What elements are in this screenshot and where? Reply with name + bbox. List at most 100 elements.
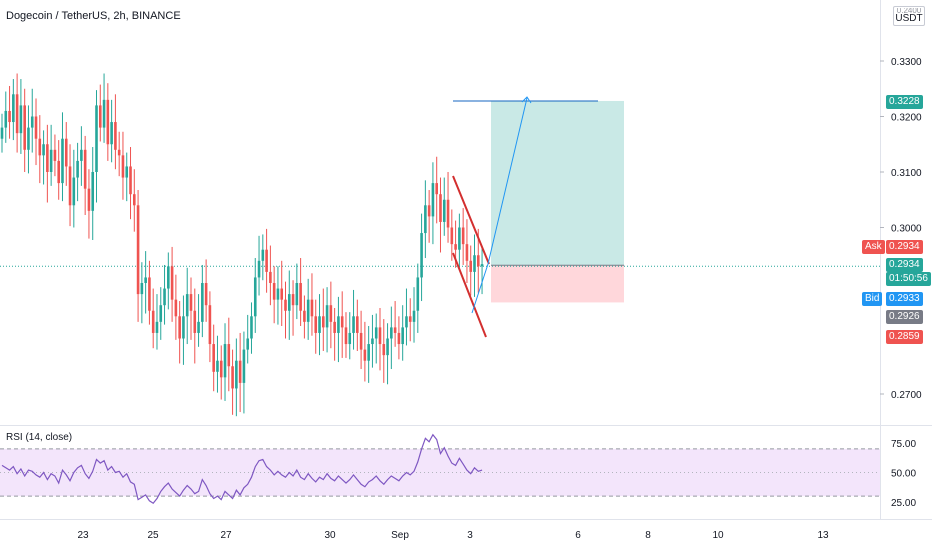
candle-body xyxy=(393,327,397,333)
candle-body xyxy=(469,260,473,272)
candle-body xyxy=(83,149,87,189)
rsi-label: RSI (14, close) xyxy=(6,432,73,443)
bar-countdown: 01:50:56 xyxy=(886,272,931,286)
candle-body xyxy=(15,94,19,134)
candle-body xyxy=(322,316,325,328)
candle-body xyxy=(382,344,386,356)
candle-body xyxy=(133,194,136,206)
candle-body xyxy=(303,310,306,322)
candle-body xyxy=(114,122,117,150)
candle-body xyxy=(333,321,336,333)
time-tick-label: 13 xyxy=(817,530,829,541)
candle-body xyxy=(170,266,174,300)
candle-body xyxy=(19,105,23,134)
candle-body xyxy=(189,294,193,311)
candle-body xyxy=(442,199,446,222)
candle-body xyxy=(344,327,348,345)
candle-body xyxy=(136,205,140,295)
candle-body xyxy=(23,105,26,150)
candle-body xyxy=(12,94,15,123)
time-tick-label: 30 xyxy=(324,530,336,541)
candle-body xyxy=(253,277,257,317)
candle-body xyxy=(250,316,253,339)
candle-body xyxy=(242,349,246,383)
currency-label: USDT xyxy=(895,13,923,24)
candle-body xyxy=(231,366,234,389)
candle-body xyxy=(480,264,484,267)
candle-body xyxy=(238,360,242,383)
candle-body xyxy=(465,244,469,261)
candle-body xyxy=(337,316,340,333)
currency-selector[interactable]: 0.2400 USDT xyxy=(893,6,925,26)
candle-body xyxy=(34,116,38,139)
candle-body xyxy=(163,288,166,306)
candle-body xyxy=(435,183,438,195)
candle-body xyxy=(352,316,355,333)
time-tick-label: 6 xyxy=(575,530,581,541)
candle-body xyxy=(155,321,159,333)
candle-body xyxy=(117,149,121,156)
price-tick-label: 0.3100 xyxy=(891,168,922,179)
candle-body xyxy=(287,294,291,311)
candle-body xyxy=(390,327,393,339)
candle-body xyxy=(53,149,57,161)
candle-body xyxy=(129,166,132,195)
candle-body xyxy=(72,177,76,206)
candle-body xyxy=(378,327,382,345)
candle-body xyxy=(91,172,95,211)
wedge-upper-line xyxy=(452,175,490,265)
candle-body xyxy=(42,144,45,156)
candle-body xyxy=(272,283,276,300)
candle-body xyxy=(359,332,363,350)
candle-body xyxy=(201,283,204,322)
candle-body xyxy=(148,277,151,311)
candle-body xyxy=(87,188,91,211)
stop-price-tag: 0.2859 xyxy=(886,330,923,344)
candle-body xyxy=(386,338,389,356)
candle-body xyxy=(30,116,34,128)
candle-body xyxy=(8,110,11,123)
candle-body xyxy=(476,255,480,267)
candle-body xyxy=(314,316,318,333)
candle-body xyxy=(68,166,72,206)
candle-body xyxy=(159,305,163,322)
candle-body xyxy=(216,360,219,372)
candle-body xyxy=(182,316,185,339)
candle-body xyxy=(151,310,155,333)
target-zone xyxy=(491,100,624,266)
candle-body xyxy=(310,299,314,317)
candle-body xyxy=(0,127,4,139)
candle-body xyxy=(454,244,457,250)
candle-body xyxy=(424,205,427,234)
time-tick-label: 25 xyxy=(147,530,159,541)
candle-body xyxy=(431,183,435,217)
rsi-line xyxy=(1,433,483,504)
candle-body xyxy=(374,327,378,339)
candle-body xyxy=(439,194,442,222)
currency-top-tick: 0.2400 xyxy=(896,8,922,13)
price-tick-label: 0.3300 xyxy=(891,57,922,68)
candle-body xyxy=(446,199,450,228)
candle-body xyxy=(412,310,416,322)
candle-body xyxy=(427,205,431,217)
candle-body xyxy=(212,344,215,372)
gray-price-tag: 0.2926 xyxy=(886,310,923,324)
candle-body xyxy=(235,360,238,389)
candle-body xyxy=(144,277,147,283)
candle-body xyxy=(102,99,106,128)
candle-body xyxy=(363,349,367,361)
candle-body xyxy=(367,344,370,361)
candle-body xyxy=(265,249,268,272)
candle-body xyxy=(416,277,420,311)
candle-body xyxy=(306,299,310,322)
candle-body xyxy=(106,99,110,145)
candle-body xyxy=(291,294,295,306)
price-tick-label: 0.3200 xyxy=(891,113,922,124)
candle-body xyxy=(4,110,8,128)
candle-body xyxy=(261,249,265,261)
projection-path xyxy=(471,97,528,314)
target-price-tag: 0.3228 xyxy=(886,95,923,109)
candle-body xyxy=(348,332,352,345)
